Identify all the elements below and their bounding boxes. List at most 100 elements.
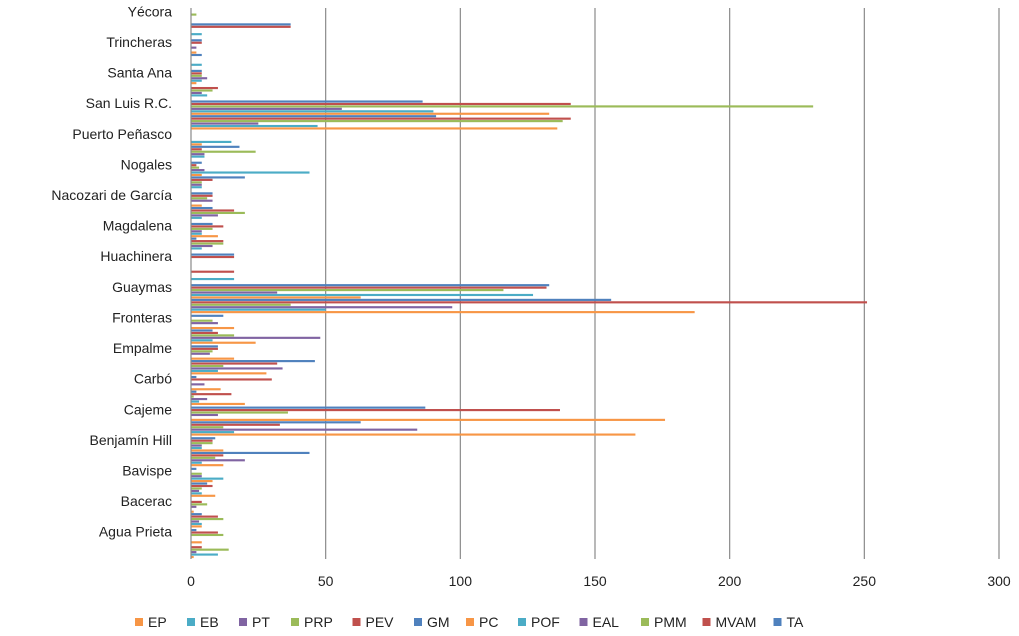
bar-eb-9 <box>191 277 235 281</box>
bar-eb-3 <box>191 461 202 464</box>
bars-layer <box>191 13 868 559</box>
legend-swatch-pt <box>239 618 247 626</box>
bar-prp-5 <box>191 395 194 398</box>
bar-pc-2 <box>191 480 213 483</box>
bar-pev-2 <box>191 484 213 488</box>
bar-eal-12 <box>191 169 205 172</box>
bar-ep-5 <box>191 402 245 406</box>
legend-label-pc: PC <box>479 614 498 630</box>
bar-pmm-2 <box>191 472 202 475</box>
bar-mvam-15 <box>191 72 202 75</box>
bar-ta-8 <box>191 284 550 287</box>
bar-pof-15 <box>191 79 202 82</box>
bar-prp-11 <box>191 211 245 215</box>
bar-pt-14 <box>191 122 259 125</box>
bar-pev-6 <box>191 362 278 365</box>
bar-pt-5 <box>191 397 208 401</box>
bar-ta-4 <box>191 406 426 409</box>
legend-label-ta: TA <box>787 614 805 630</box>
bar-gm-6 <box>191 360 315 363</box>
bar-eb-1 <box>191 522 202 526</box>
legend-label-gm: GM <box>427 614 450 630</box>
legend: EP EB PT PRP PEV GM PC POF EAL PMM MVAM TA <box>135 614 804 630</box>
category-label: Puerto Peñasco <box>72 126 172 142</box>
bar-eal-3 <box>191 444 202 447</box>
bar-pt-10 <box>191 244 213 248</box>
category-label: Magdalena <box>103 218 172 234</box>
legend-label-prp: PRP <box>304 614 333 630</box>
bar-eb-14 <box>191 124 318 128</box>
legend-label-eb: EB <box>200 614 219 630</box>
bar-prp-8 <box>191 303 291 306</box>
bar-prp-12 <box>191 181 202 184</box>
category-label: San Luis R.C. <box>86 95 172 111</box>
legend-swatch-ta <box>773 618 782 626</box>
bar-pmm-6 <box>191 350 213 353</box>
bar-pt-2 <box>191 489 200 492</box>
bar-pmm-17 <box>191 13 197 16</box>
x-tick-label-200: 200 <box>718 573 742 589</box>
bar-mvam-8 <box>191 286 547 289</box>
bar-ta-15 <box>191 69 202 72</box>
legend-swatch-eb <box>187 618 195 626</box>
bar-gm-2 <box>191 482 208 485</box>
bar-mvam-14 <box>191 102 571 106</box>
bar-pc-1 <box>191 510 194 513</box>
bar-pev-12 <box>191 178 213 181</box>
legend-swatch-pc <box>466 618 474 626</box>
bar-pc-13 <box>191 143 202 146</box>
bar-ta-12 <box>191 161 202 164</box>
category-label: Yécora <box>128 3 173 19</box>
legend-label-eal: EAL <box>593 614 620 630</box>
bar-gm-7 <box>191 329 213 332</box>
bar-pmm-0 <box>191 533 224 537</box>
bar-pmm-11 <box>191 197 208 200</box>
bar-pmm-8 <box>191 289 504 292</box>
category-label: Guaymas <box>112 279 172 295</box>
bar-pof-3 <box>191 446 202 450</box>
bar-eb-7 <box>191 339 213 342</box>
bar-ta-9 <box>191 253 235 256</box>
bar-mvam-4 <box>191 409 560 412</box>
bar-pmm-12 <box>191 166 200 169</box>
bar-pt-15 <box>191 91 202 95</box>
bar-pof-8 <box>191 293 534 297</box>
bar-pc-6 <box>191 357 235 360</box>
bar-ta-14 <box>191 100 423 103</box>
bar-pmm-7 <box>191 319 213 322</box>
x-tick-label-300: 300 <box>987 573 1011 589</box>
bar-pev-0 <box>191 546 202 549</box>
bar-gm-13 <box>191 145 240 148</box>
bar-mvam-3 <box>191 439 213 442</box>
bar-mvam-11 <box>191 194 213 197</box>
bar-eb-11 <box>191 216 202 219</box>
bar-eal-14 <box>191 107 342 110</box>
bar-pc-7 <box>191 326 235 330</box>
bar-pof-14 <box>191 110 434 113</box>
bar-gm-8 <box>191 298 612 301</box>
bar-prp-1 <box>191 517 224 521</box>
bar-pt-6 <box>191 367 283 370</box>
bar-eb-2 <box>191 492 202 495</box>
category-label: Cajeme <box>124 401 172 417</box>
bar-pev-5 <box>191 393 232 396</box>
bar-eb-5 <box>191 400 200 403</box>
legend-swatch-mvam <box>702 618 711 626</box>
bar-pof-12 <box>191 171 310 174</box>
bar-pt-7 <box>191 336 321 339</box>
category-label: Huachinera <box>100 248 172 264</box>
bar-gm-12 <box>191 176 245 179</box>
bar-pev-13 <box>191 148 202 151</box>
bar-pev-3 <box>191 454 224 457</box>
bar-gm-5 <box>191 390 197 393</box>
legend-swatch-pev <box>352 618 361 626</box>
bar-ta-0 <box>191 529 197 532</box>
bar-mvam-16 <box>191 41 202 44</box>
bar-ta-3 <box>191 437 216 440</box>
bar-prp-0 <box>191 548 229 551</box>
bar-pt-0 <box>191 551 197 554</box>
bar-eb-12 <box>191 186 202 189</box>
bar-eal-2 <box>191 475 202 478</box>
bar-mvam-9 <box>191 255 235 259</box>
category-label: Empalme <box>113 340 172 356</box>
